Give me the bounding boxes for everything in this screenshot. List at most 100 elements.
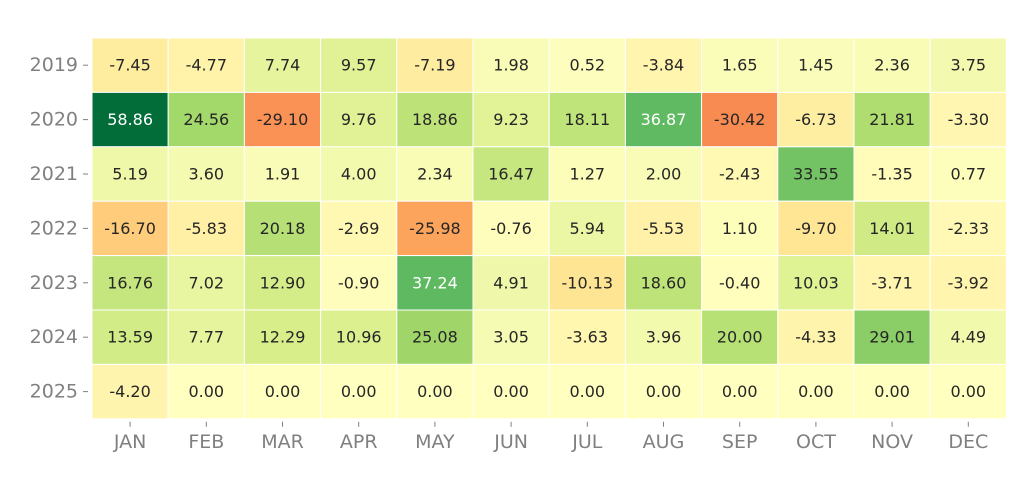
heatmap-cell-2022-APR [320,200,398,257]
heatmap-cell-2020-OCT [777,91,855,148]
heatmap-cell-2024-JUL [548,309,626,365]
heatmap-cell-2022-JUN [472,200,550,257]
heatmap-cell-label-2024-APR: 10.96 [336,328,382,347]
heatmap-cell-2020-JUN [472,91,550,148]
y-tick-label-2023: 2023 [30,272,78,294]
heatmap-cell-label-2019-DEC: 3.75 [950,56,986,75]
heatmap-cell-2025-SEP [701,363,779,420]
heatmap-cell-2024-JAN [91,309,169,365]
heatmap-cell-label-2021-JUN: 16.47 [488,165,534,184]
heatmap-cell-label-2020-FEB: 24.56 [183,110,229,129]
y-tick-label-2025: 2025 [30,381,78,403]
y-tick-label-2021: 2021 [30,163,78,185]
heatmap-cell-label-2025-MAR: 0.00 [265,382,301,401]
heatmap-cell-label-2023-MAR: 12.90 [260,273,306,292]
heatmap-cell-2025-DEC [929,363,1007,420]
x-tick-label-JAN: JAN [113,431,146,453]
heatmap-cell-label-2025-FEB: 0.00 [188,382,224,401]
heatmap-cell-label-2019-NOV: 2.36 [874,56,910,75]
x-tick-label-JUN: JUN [493,431,528,453]
heatmap-cell-label-2019-SEP: 1.65 [722,56,758,75]
x-tick-label-OCT: OCT [796,431,836,453]
heatmap-cell-2021-MAY [396,146,474,202]
heatmap-cell-label-2024-NOV: 29.01 [869,328,915,347]
heatmap-cell-2020-FEB [167,91,245,148]
heatmap-cell-label-2019-FEB: -4.77 [186,56,227,75]
heatmap-cell-2023-AUG [624,255,703,311]
heatmap-cell-label-2023-NOV: -3.71 [871,273,912,292]
heatmap-cell-label-2022-FEB: -5.83 [186,219,227,238]
heatmap-cell-label-2020-JAN: 58.86 [107,110,153,129]
heatmap-cell-2019-MAR [243,37,322,93]
heatmap-cell-label-2019-JUL: 0.52 [569,56,605,75]
y-tick-label-2020: 2020 [30,109,78,131]
heatmap-cell-2023-JUN [472,255,550,311]
y-tick-label-2024: 2024 [30,326,78,348]
heatmap-cell-label-2025-MAY: 0.00 [417,382,453,401]
heatmap-cell-label-2024-DEC: 4.49 [950,328,986,347]
heatmap-cell-label-2025-JUN: 0.00 [493,382,529,401]
heatmap-cell-label-2025-OCT: 0.00 [798,382,834,401]
heatmap-cell-label-2021-AUG: 2.00 [646,165,682,184]
heatmap-cell-label-2019-AUG: -3.84 [643,56,684,75]
heatmap-cell-label-2020-OCT: -6.73 [795,110,836,129]
heatmap-cell-2019-OCT [777,37,855,93]
heatmap-cell-label-2024-MAY: 25.08 [412,328,458,347]
heatmap-cell-label-2025-AUG: 0.00 [646,382,682,401]
heatmap-cell-2025-FEB [167,363,245,420]
heatmap-cell-2025-NOV [853,363,931,420]
heatmap-cell-label-2024-SEP: 20.00 [717,328,763,347]
y-tick-label-2019: 2019 [30,54,78,76]
x-tick-label-MAR: MAR [261,431,304,453]
heatmap-cell-2024-APR [320,309,398,365]
heatmap-cell-label-2020-AUG: 36.87 [641,110,687,129]
x-tick-label-MAY: MAY [415,431,455,453]
x-tick-label-FEB: FEB [188,431,224,453]
heatmap-cell-label-2020-MAR: -29.10 [257,110,309,129]
heatmap-cell-label-2024-OCT: -4.33 [795,328,836,347]
heatmap-cell-2025-JAN [91,363,169,420]
heatmap-cell-label-2022-JUN: -0.76 [490,219,531,238]
heatmap-cells [91,37,1007,420]
heatmap-cell-label-2020-JUL: 18.11 [564,110,610,129]
heatmap-cell-label-2022-AUG: -5.53 [643,219,684,238]
heatmap-cell-2023-MAY [396,255,474,311]
heatmap-cell-2022-MAR [243,200,322,257]
heatmap-cell-2020-APR [320,91,398,148]
heatmap-cell-2025-JUL [548,363,626,420]
heatmap-cell-label-2021-OCT: 33.55 [793,165,839,184]
heatmap-cell-label-2024-AUG: 3.96 [646,328,682,347]
heatmap-cell-label-2024-JUL: -3.63 [567,328,608,347]
heatmap-cell-label-2023-OCT: 10.03 [793,273,839,292]
heatmap-cell-2019-JAN [91,37,169,93]
heatmap-cell-2022-JAN [91,200,169,257]
heatmap-cell-2020-NOV [853,91,931,148]
heatmap-cell-2019-AUG [624,37,703,93]
heatmap-cell-label-2023-JAN: 16.76 [107,273,153,292]
heatmap-cell-label-2019-MAR: 7.74 [265,56,301,75]
heatmap-cell-label-2019-APR: 9.57 [341,56,377,75]
heatmap-cell-label-2024-JUN: 3.05 [493,328,529,347]
heatmap-cell-labels: -7.45 -4.77 7.74 9.57 -7.19 1.98 0.52 -3.84 1.65… [104,56,989,401]
heatmap-cell-label-2019-OCT: 1.45 [798,56,834,75]
heatmap-cell-label-2025-JUL: 0.00 [569,382,605,401]
x-tick-label-NOV: NOV [871,431,913,453]
x-tick-label-JUL: JUL [571,431,603,453]
heatmap-cell-label-2024-JAN: 13.59 [107,328,153,347]
heatmap-cell-label-2025-JAN: -4.20 [109,382,150,401]
heatmap-cell-2021-APR [320,146,398,202]
heatmap-cell-2019-DEC [929,37,1007,93]
heatmap-cell-label-2021-JAN: 5.19 [112,165,148,184]
heatmap-cell-2023-JAN [91,255,169,311]
x-tick-label-DEC: DEC [948,431,988,453]
heatmap-cell-label-2023-FEB: 7.02 [188,273,224,292]
heatmap-cell-label-2023-DEC: -3.92 [948,273,989,292]
heatmap-cell-2025-MAR [243,363,322,420]
heatmap-cell-label-2022-JUL: 5.94 [569,219,605,238]
heatmap-cell-label-2022-MAR: 20.18 [260,219,306,238]
heatmap-cell-2022-FEB [167,200,245,257]
heatmap-cell-2019-FEB [167,37,245,93]
heatmap-cell-label-2025-DEC: 0.00 [950,382,986,401]
heatmap-cell-label-2023-AUG: 18.60 [641,273,687,292]
